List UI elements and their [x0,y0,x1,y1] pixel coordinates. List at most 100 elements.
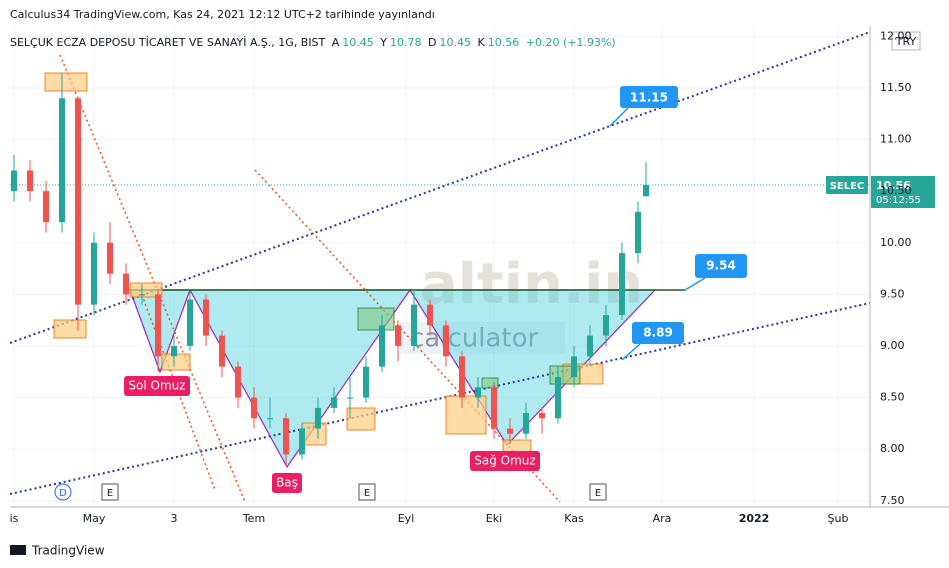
callout [695,254,747,278]
y-tick-label: 10.00 [880,236,912,249]
x-tick-label: is [10,512,19,525]
y-tick-label: 9.50 [880,287,905,300]
y-tick-label: 9.00 [880,339,905,352]
candle-body [587,335,593,357]
logo [10,545,26,555]
callout [632,322,684,344]
y-tick-label: 8.00 [880,442,905,455]
candle-body [283,418,289,455]
x-tick-label: 3 [171,512,178,525]
pattern-label: Sol Omuz [128,379,185,393]
pattern-label-bg [470,451,540,471]
candle-body [411,304,417,346]
candle-body [347,397,353,399]
candle-body [91,242,97,305]
candle-body [251,397,257,419]
callout [620,86,678,108]
ohlc-key: A [331,36,340,49]
x-tick-label: Eki [486,512,502,525]
footer: TradingView [31,544,105,558]
change: +0.20 (+1.93%) [525,36,616,49]
candle-body [643,184,649,197]
candle-body [11,170,17,192]
y-tick-label: 11.50 [880,81,912,94]
ohlc-value: 10.56 [487,36,520,49]
y-tick-label: 7.50 [880,494,905,507]
candle-body [459,356,465,398]
event-marker[interactable] [358,483,376,501]
y-tick-label: 12.00 [880,29,912,42]
watermark-box [400,322,565,354]
ohlc-key: Y [380,36,388,49]
ohlc-value: 10.78 [390,36,422,49]
candle-body [155,294,161,357]
candle-body [571,356,577,377]
candle-body [475,387,481,398]
candle-body [27,170,33,192]
price-tag-price: 10.56 [876,179,911,192]
candle-body [523,413,529,434]
callout-pointer [609,107,629,127]
candles [11,72,649,465]
y-tick-label: 11.00 [880,133,912,146]
candle-body [539,413,545,419]
candle-body [59,98,65,223]
price-tag [871,176,935,208]
callout-label: 9.54 [706,259,736,273]
event-marker[interactable] [589,483,607,501]
candle-body [603,315,609,336]
event-label: E [595,488,601,499]
candle-body [491,387,497,429]
trend-line [9,302,871,495]
x-tick-label: Tem [242,512,265,525]
callout-pointer [621,343,641,361]
candle-body [123,273,129,295]
candle-body [203,299,209,336]
candle-body [219,335,225,367]
event-label: E [364,488,370,499]
candle-body [379,325,385,367]
callout-label: 11.15 [630,91,668,105]
currency-box [891,31,921,51]
x-tick-label: Kas [564,512,584,525]
x-tick-label: Eyl [398,512,415,525]
price-tag-countdown: 05:12:55 [876,195,921,206]
pattern-label: Sağ Omuz [474,454,535,468]
candle-body [187,299,193,346]
candle-body [619,253,625,316]
ohlc-key: K [477,36,485,49]
symbol: SELÇUK ECZA DEPOSU TİCARET VE SANAYİ A.Ş… [10,36,326,49]
candle-body [299,428,305,455]
ohlc-value: 10.45 [342,36,374,49]
event-marker[interactable] [101,483,119,501]
candle-body [267,418,273,420]
published: Calculus34 TradingView.com, Kas 24, 2021… [10,8,435,21]
callout-pointer [684,277,706,291]
x-tick-label: 2022 [739,512,770,525]
candle-body [555,376,561,419]
candle-body [427,304,433,326]
ohlc-value: 10.45 [439,36,472,49]
event-marker[interactable] [54,483,72,501]
event-label: E [107,488,113,499]
candle-body [139,294,145,296]
candle-body [443,325,449,357]
candle-body [635,211,641,254]
candle-body [507,428,513,434]
x-tick-label: May [83,512,106,525]
watermark: calculator [410,324,538,354]
candle-body [43,191,49,223]
y-tick-label: 10.50 [880,184,912,197]
currency: TRY [895,35,917,48]
x-tick-label: Şub [828,512,849,525]
pattern-label-bg [272,473,302,493]
trend-line [59,54,246,503]
x-tick-label: Ara [653,512,672,525]
candle-body [315,407,321,429]
callout-label: 8.89 [643,326,673,340]
candle-body [331,397,337,408]
pattern-label-bg [124,376,190,396]
event-label: D [59,488,67,499]
